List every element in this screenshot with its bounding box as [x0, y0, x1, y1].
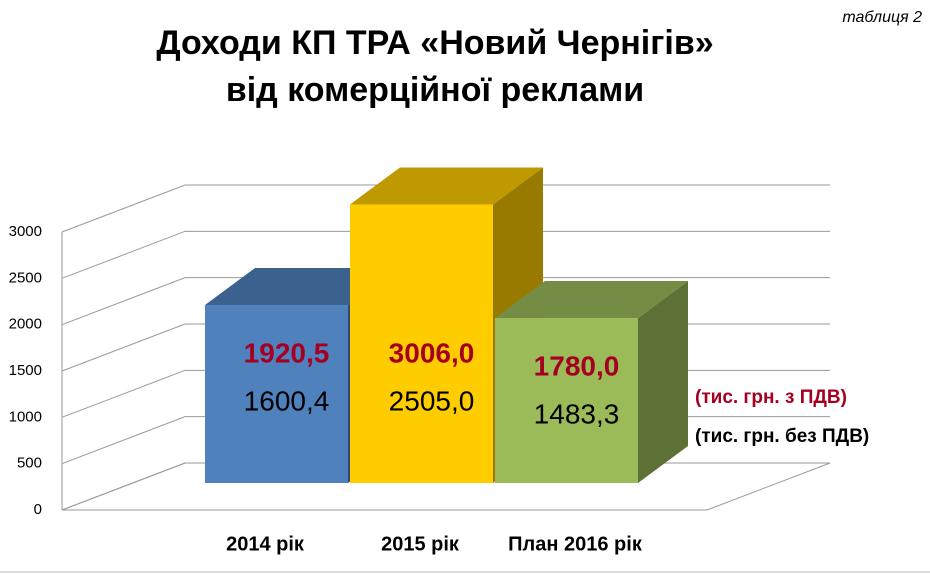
x-tick-label: 2015 рік: [381, 533, 460, 555]
bar-side: [638, 281, 688, 483]
y-tick-label: 0: [34, 501, 42, 518]
value-label: 3006,0: [389, 337, 475, 368]
bar-top: [495, 281, 688, 319]
bar-top: [205, 268, 398, 306]
y-tick-label: 3000: [9, 223, 42, 240]
value-label: 1483,3: [534, 398, 620, 429]
y-tick-label: 1500: [9, 362, 42, 379]
chart-title: від комерційної реклами: [226, 71, 644, 109]
y-tick-label: 500: [17, 455, 42, 472]
grid-line: [61, 277, 830, 326]
value-label: 2505,0: [389, 385, 475, 416]
bar: [350, 204, 493, 483]
x-tick-label: План 2016 рік: [508, 533, 643, 555]
y-tick-label: 2000: [9, 316, 42, 333]
bar-top: [350, 167, 543, 205]
legend-label: (тис. грн. з ПДВ): [695, 387, 847, 408]
legend-label: (тис. грн. без ПДВ): [695, 426, 869, 447]
y-tick-label: 1000: [9, 408, 42, 425]
x-tick-label: 2014 рік: [226, 533, 305, 555]
value-label: 1780,0: [534, 350, 620, 381]
value-label: 1600,4: [244, 385, 330, 416]
grid-line: [61, 184, 830, 233]
bar: [205, 305, 348, 483]
y-tick-label: 2500: [9, 269, 42, 286]
value-label: 1920,5: [244, 337, 330, 368]
annotation: таблиця 2: [842, 9, 922, 26]
grid-line: [61, 230, 830, 279]
chart-title: Доходи КП ТРА «Новий Чернігів»: [156, 24, 713, 62]
bar: [495, 318, 638, 483]
